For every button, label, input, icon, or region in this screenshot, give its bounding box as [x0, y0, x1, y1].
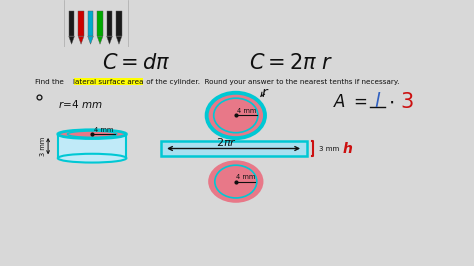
Text: 4 mm: 4 mm: [94, 127, 113, 132]
Text: Find the: Find the: [35, 79, 66, 85]
Polygon shape: [69, 36, 74, 44]
Text: 4 mm: 4 mm: [237, 108, 256, 114]
Ellipse shape: [58, 130, 127, 139]
Text: $A\ =\ $: $A\ =\ $: [334, 93, 368, 111]
Polygon shape: [107, 36, 112, 44]
Text: 4 mm: 4 mm: [236, 174, 255, 180]
Ellipse shape: [207, 93, 265, 138]
Text: h: h: [343, 142, 353, 156]
Bar: [97, 11, 103, 36]
Polygon shape: [88, 36, 93, 44]
Bar: [88, 11, 93, 36]
Text: $r\!=\!4\ mm$: $r\!=\!4\ mm$: [58, 98, 104, 110]
Ellipse shape: [208, 160, 264, 203]
Text: 3 mm: 3 mm: [319, 146, 339, 152]
Bar: [73, 78, 144, 85]
Text: lateral surface area: lateral surface area: [73, 78, 144, 85]
Bar: [107, 11, 112, 36]
Ellipse shape: [215, 165, 257, 198]
Text: $3$: $3$: [400, 92, 414, 112]
Text: $\cdot$: $\cdot$: [388, 93, 394, 112]
Bar: [69, 11, 74, 36]
Text: $l$: $l$: [374, 92, 381, 111]
Ellipse shape: [214, 98, 258, 133]
Text: $C = d\pi$: $C = d\pi$: [102, 53, 171, 73]
Text: $2\pi r$: $2\pi r$: [216, 136, 237, 148]
Ellipse shape: [67, 131, 117, 137]
Text: 3 mm: 3 mm: [40, 136, 46, 156]
Bar: [116, 11, 122, 36]
Bar: [58, 134, 127, 158]
Polygon shape: [97, 36, 103, 44]
Bar: [78, 11, 84, 36]
Polygon shape: [78, 36, 84, 44]
Polygon shape: [116, 36, 122, 44]
Bar: [161, 141, 307, 156]
Text: of the cylinder.  Round your answer to the nearest tenths if necessary.: of the cylinder. Round your answer to th…: [144, 79, 400, 85]
Ellipse shape: [58, 154, 127, 163]
Text: $C = 2\pi\ r$: $C = 2\pi\ r$: [249, 53, 333, 73]
Text: r: r: [262, 86, 267, 101]
